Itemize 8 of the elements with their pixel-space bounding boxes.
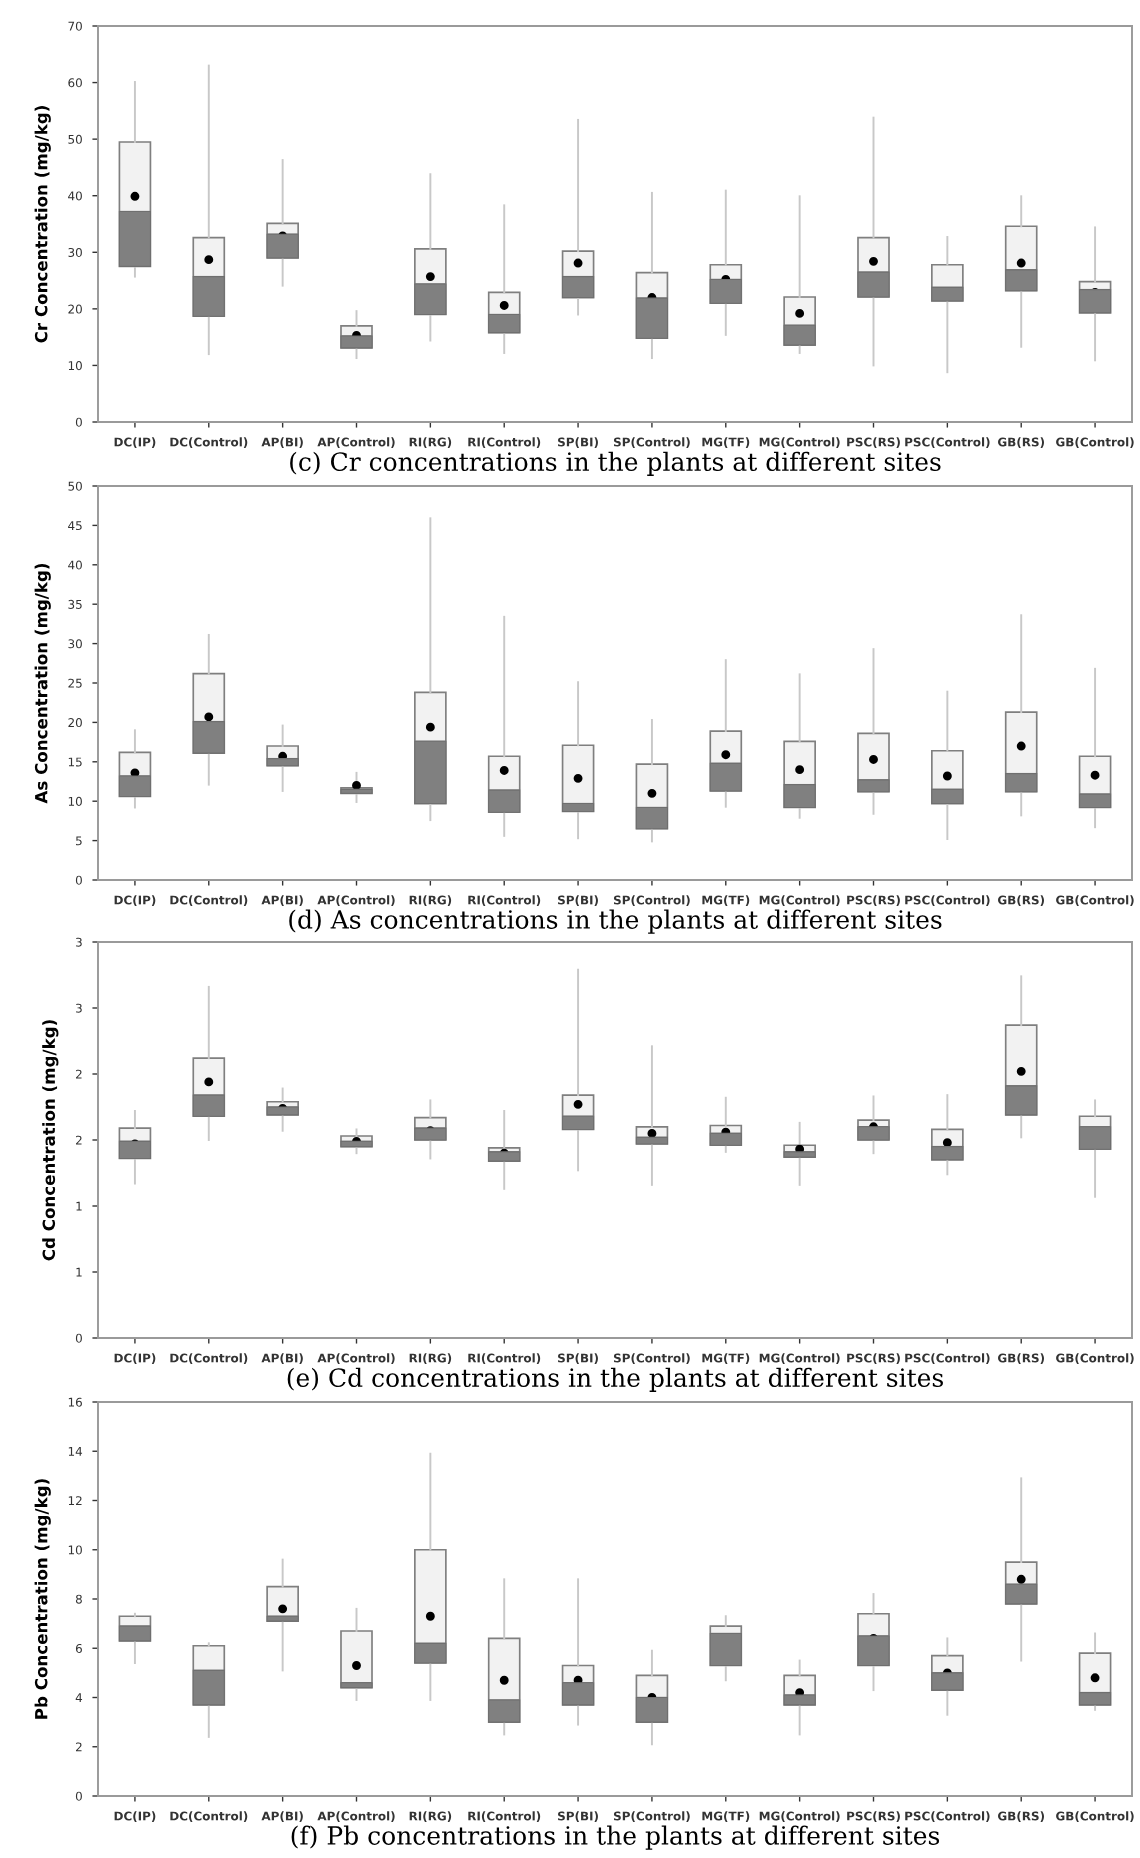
y-axis-title: Pb Concentration (mg/kg) xyxy=(34,1479,51,1719)
text: (f) Pb concentrations in the plants at different sites xyxy=(291,1825,940,1850)
y-axis-title: Cr Concentration (mg/kg) xyxy=(34,106,51,343)
text: (d) As concentrations in the plants at different sites xyxy=(289,909,942,934)
text: (e) Cd concentrations in the plants at different sites xyxy=(287,1367,943,1392)
y-axis-title: Cd Concentration (mg/kg) xyxy=(42,1020,59,1261)
text: (c) Cr concentrations in the plants at different sites xyxy=(290,451,941,476)
y-axis-title: As Concentration (mg/kg) xyxy=(34,563,51,804)
